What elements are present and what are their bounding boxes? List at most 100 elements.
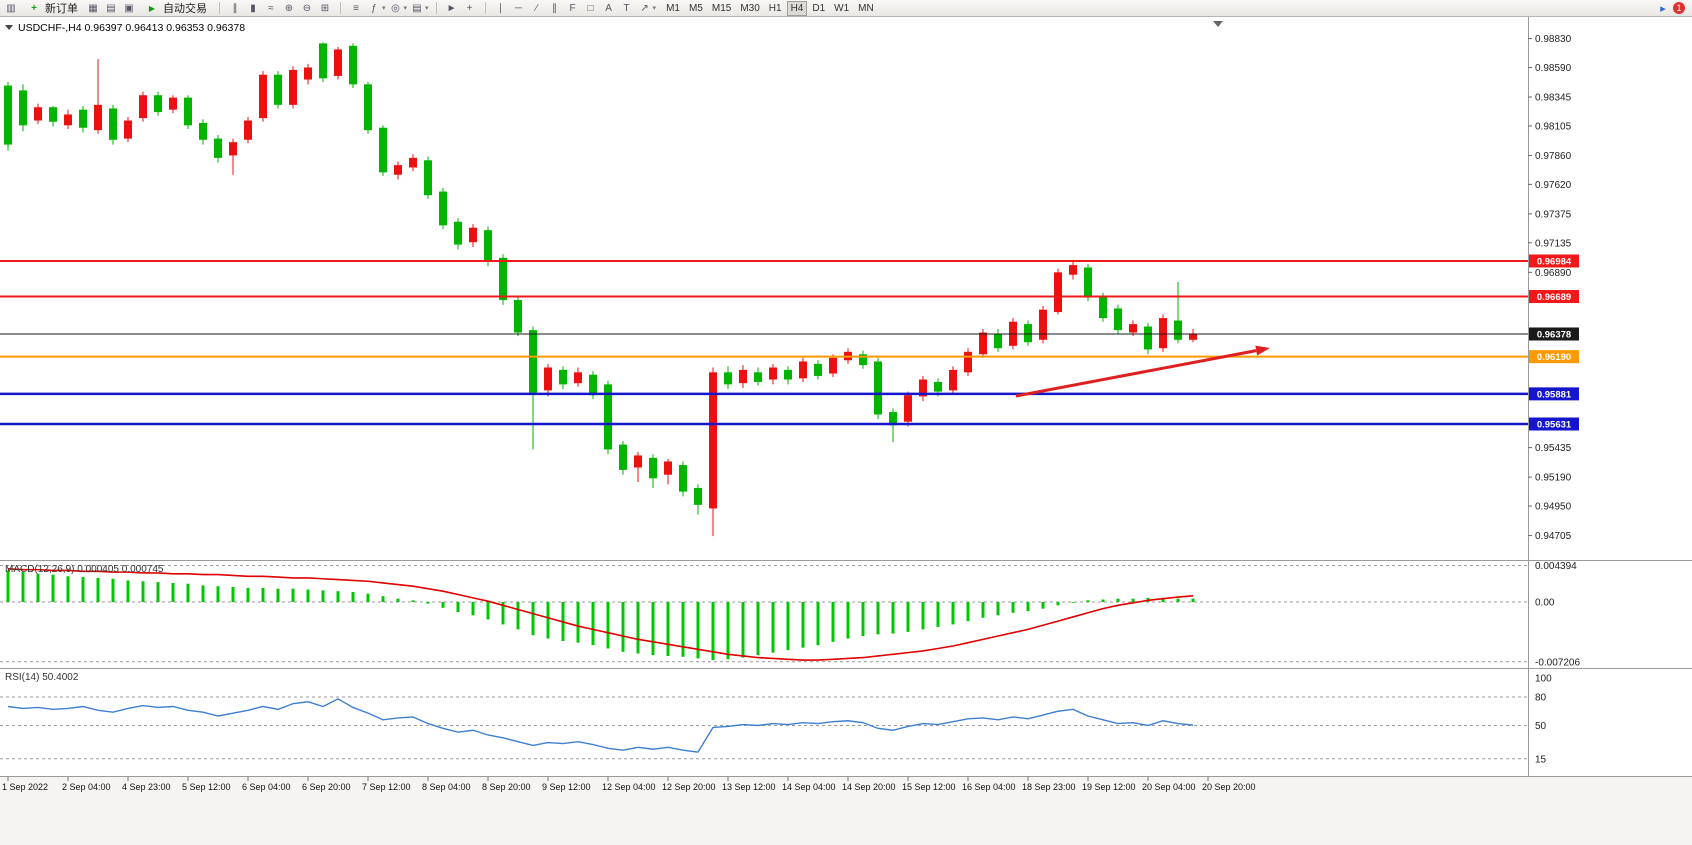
- navigator-icon[interactable]: ▣: [124, 2, 134, 14]
- market-watch-icon[interactable]: ▤: [106, 2, 116, 14]
- text-tool-icon[interactable]: A: [605, 2, 612, 14]
- templates-caret-icon[interactable]: ▾: [425, 5, 429, 12]
- candle-body: [64, 114, 72, 126]
- autotrading-play-icon: ▶: [148, 3, 156, 13]
- candle-body: [184, 97, 192, 126]
- time-axis-strip[interactable]: [0, 777, 1692, 845]
- chart-shift-marker[interactable]: [1213, 21, 1223, 27]
- arrange-icon[interactable]: ≡: [353, 2, 359, 14]
- candle-body: [364, 84, 372, 131]
- trendline-icon[interactable]: ∕: [535, 2, 538, 14]
- time-label: 8 Sep 20:00: [482, 782, 531, 792]
- candle-body: [979, 332, 987, 355]
- price-badge-label: 0.96378: [1537, 330, 1571, 341]
- candle-body: [79, 109, 87, 128]
- price-axis-label: 0.98590: [1535, 63, 1572, 74]
- time-label: 13 Sep 12:00: [722, 782, 776, 792]
- arrow-tool-caret-icon[interactable]: ▾: [652, 5, 657, 12]
- candle-body: [559, 369, 567, 385]
- candle-body: [859, 354, 867, 366]
- price-badge-label: 0.95631: [1537, 419, 1572, 430]
- rsi-line: [7, 698, 1194, 753]
- candle-body: [694, 487, 702, 505]
- candle-body: [784, 369, 792, 380]
- price-axis-label: 0.96890: [1535, 268, 1572, 279]
- tf-m5[interactable]: M5: [685, 1, 707, 16]
- line-chart-icon[interactable]: ≈: [268, 2, 274, 14]
- candle-body: [1024, 324, 1032, 343]
- periods-caret-icon[interactable]: ▾: [403, 5, 408, 12]
- price-axis-label: 0.95435: [1535, 443, 1572, 454]
- price-badge: [1529, 290, 1579, 304]
- zoom-out-icon[interactable]: ⊖: [302, 2, 312, 14]
- candle-body: [544, 367, 552, 391]
- tf-m1[interactable]: M1: [662, 1, 684, 16]
- candle-body: [754, 372, 762, 382]
- time-label: 19 Sep 12:00: [1082, 782, 1136, 792]
- new-order-button[interactable]: + 新订单: [21, 0, 83, 16]
- bar-chart-icon[interactable]: ∥: [232, 2, 238, 14]
- candle-body: [1189, 334, 1197, 340]
- label-tool-icon[interactable]: T: [623, 2, 630, 14]
- autotrading-button[interactable]: ▶ 自动交易: [139, 0, 212, 16]
- tf-h1[interactable]: H1: [765, 1, 786, 16]
- price-axis-label: 0.94705: [1535, 531, 1572, 542]
- candle-body: [154, 95, 162, 113]
- one-click-trading-toggle[interactable]: [5, 25, 13, 30]
- time-label: 9 Sep 12:00: [542, 782, 591, 792]
- rsi-axis-label: 100: [1535, 674, 1552, 685]
- tf-m30[interactable]: M30: [736, 1, 763, 16]
- cursor-icon[interactable]: ►: [446, 2, 457, 14]
- shapes-icon[interactable]: □: [587, 2, 594, 14]
- candle-body: [919, 379, 927, 397]
- tf-m15[interactable]: M15: [708, 1, 735, 16]
- tile-windows-icon[interactable]: ⊞: [320, 2, 330, 14]
- profiles-icon[interactable]: ▦: [88, 2, 98, 14]
- indicators-icon[interactable]: ƒ: [371, 2, 377, 14]
- indicators-caret-icon[interactable]: ▾: [382, 5, 386, 12]
- candle-body: [904, 395, 912, 422]
- time-label: 14 Sep 04:00: [782, 782, 836, 792]
- toolbar-separator: [435, 2, 437, 14]
- periods-icon[interactable]: ◎: [391, 2, 400, 14]
- tf-w1[interactable]: W1: [830, 1, 853, 16]
- horizontal-line-icon[interactable]: ─: [515, 2, 523, 14]
- candle-body: [334, 49, 342, 76]
- trend-arrow[interactable]: [1015, 349, 1257, 398]
- candle-body: [1054, 272, 1062, 313]
- macd-axis-label: 0.00: [1535, 598, 1555, 609]
- macd-axis-label: -0.007206: [1535, 657, 1580, 668]
- channel-icon[interactable]: ∥: [552, 2, 558, 14]
- new-chart-icon[interactable]: ▥: [6, 2, 16, 14]
- tf-h4[interactable]: H4: [786, 0, 808, 16]
- candle-body: [814, 363, 822, 376]
- candle-body: [109, 108, 117, 140]
- candle-body: [199, 122, 207, 140]
- candlestick-chart-icon[interactable]: ▮: [250, 2, 256, 14]
- candle-body: [34, 107, 42, 121]
- zoom-in-icon[interactable]: ⊕: [284, 2, 294, 14]
- price-axis-label: 0.97375: [1535, 209, 1572, 220]
- price-badge-label: 0.95881: [1537, 389, 1572, 400]
- vertical-line-icon[interactable]: ∣: [498, 2, 504, 14]
- candle-body: [379, 127, 387, 173]
- tf-d1[interactable]: D1: [808, 1, 829, 16]
- candle-body: [1159, 318, 1167, 349]
- candle-body: [649, 457, 657, 479]
- new-order-icon: +: [31, 2, 37, 14]
- crosshair-icon[interactable]: +: [466, 2, 473, 14]
- candle-body: [1114, 308, 1122, 331]
- candle-body: [499, 257, 507, 301]
- templates-icon[interactable]: ▤: [412, 2, 422, 14]
- time-label: 12 Sep 04:00: [602, 782, 656, 792]
- notification-badge[interactable]: 1: [1673, 2, 1685, 14]
- candle-body: [214, 138, 222, 158]
- candle-body: [769, 367, 777, 380]
- arrow-tool-icon[interactable]: ↗: [640, 2, 649, 14]
- candle-body: [469, 227, 477, 243]
- price-badge: [1529, 327, 1579, 341]
- tf-mn[interactable]: MN: [854, 1, 878, 16]
- pointer-icon[interactable]: ▸: [1660, 2, 1666, 15]
- fibonacci-icon[interactable]: F: [569, 2, 576, 14]
